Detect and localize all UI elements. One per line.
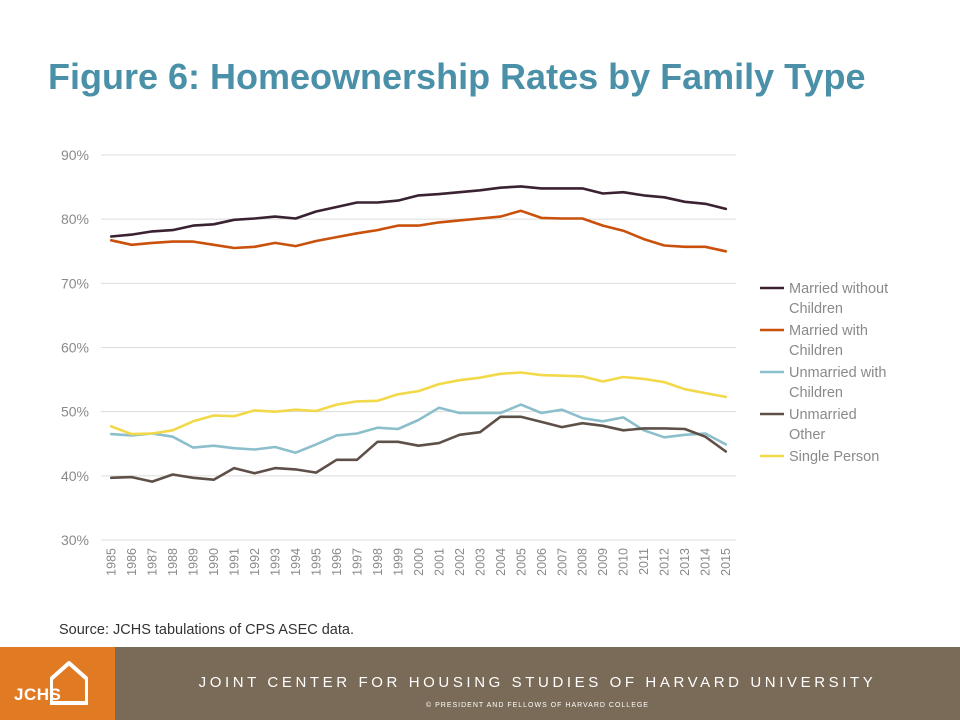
x-tick-label: 2005 xyxy=(514,548,528,576)
y-tick-label: 80% xyxy=(61,211,89,227)
x-tick-label: 2013 xyxy=(678,548,692,576)
x-tick-label: 2009 xyxy=(596,548,610,576)
x-tick-label: 1990 xyxy=(207,548,221,576)
y-axis-ticks: 30% 40% 50% 60% 70% 80% 90% xyxy=(61,147,89,548)
line-chart: 30%40%50%60%70%80%90% 1985 1986 1987 1988 19… xyxy=(61,147,888,576)
legend-label-married-without-children: Married without xyxy=(789,281,888,297)
x-tick-label: 1991 xyxy=(228,548,242,576)
x-tick-label: 2014 xyxy=(699,548,713,576)
series-line-unmarried-with-children xyxy=(109,403,728,455)
x-tick-label: 1995 xyxy=(309,548,323,576)
y-tick-label: 90% xyxy=(61,147,89,163)
x-tick-label: 2006 xyxy=(535,548,549,576)
y-tick-label: 40% xyxy=(61,468,89,484)
legend-label-unmarried-other: Unmarried xyxy=(789,407,857,423)
x-tick-label: 1999 xyxy=(391,548,405,576)
x-tick-label: 1993 xyxy=(268,548,282,576)
x-tick-label: 1996 xyxy=(330,548,344,576)
x-tick-label: 1986 xyxy=(125,548,139,576)
x-tick-label: 2002 xyxy=(453,548,467,576)
org-band: JOINT CENTER FOR HOUSING STUDIES OF HARV… xyxy=(115,647,960,720)
legend-label-unmarried-other: Other xyxy=(789,427,825,443)
x-tick-label: 2011 xyxy=(637,548,651,575)
y-tick-label: 30% xyxy=(61,532,89,548)
x-tick-label: 2008 xyxy=(576,548,590,576)
y-tick-label: 60% xyxy=(61,340,89,356)
x-tick-label: 1997 xyxy=(350,548,364,576)
x-tick-label: 1989 xyxy=(187,548,201,576)
x-tick-label: 1985 xyxy=(105,548,119,576)
y-tick-label: 50% xyxy=(61,404,89,420)
org-name: JOINT CENTER FOR HOUSING STUDIES OF HARV… xyxy=(198,674,877,691)
x-tick-label: 2000 xyxy=(412,548,426,576)
x-tick-label: 1998 xyxy=(371,548,385,576)
legend-label-unmarried-with-children: Unmarried with xyxy=(789,365,887,381)
legend-label-married-without-children: Children xyxy=(789,301,843,317)
legend-label-married-with-children: Children xyxy=(789,343,843,359)
gridlines xyxy=(101,154,736,541)
footer-band: JCHS JOINT CENTER FOR HOUSING STUDIES OF… xyxy=(0,647,960,720)
x-tick-label: 1994 xyxy=(289,548,303,576)
x-tick-label: 2003 xyxy=(473,548,487,576)
legend-label-married-with-children: Married with xyxy=(789,323,868,339)
jchs-logo: JCHS xyxy=(0,647,115,720)
source-note: Source: JCHS tabulations of CPS ASEC dat… xyxy=(59,622,354,638)
x-tick-label: 1988 xyxy=(166,548,180,576)
series-lines xyxy=(109,185,728,483)
series-line-married-with-children xyxy=(109,209,728,253)
legend-label-unmarried-with-children: Children xyxy=(789,385,843,401)
copyright: © PRESIDENT AND FELLOWS OF HARVARD COLLE… xyxy=(426,702,649,709)
x-tick-label: 1987 xyxy=(146,548,160,576)
x-tick-label: 2007 xyxy=(555,548,569,576)
x-tick-label: 2015 xyxy=(719,548,733,576)
page-title: Figure 6: Homeownership Rates by Family … xyxy=(48,56,866,97)
series-line-unmarried-other xyxy=(109,415,728,483)
x-tick-label: 2010 xyxy=(617,548,631,576)
x-tick-label: 2004 xyxy=(494,548,508,576)
x-tick-label: 1992 xyxy=(248,548,262,576)
legend: Married without Children Married with Child… xyxy=(760,281,888,465)
house-icon xyxy=(50,661,88,705)
series-line-single-person xyxy=(109,371,728,436)
x-tick-label: 2012 xyxy=(658,548,672,576)
series-line-married-without-children xyxy=(109,185,728,238)
x-axis-ticks: 1985 1986 1987 1988 1989 1990 1991 1992 1993 1994… xyxy=(105,548,734,576)
legend-label-single-person: Single Person xyxy=(789,449,879,465)
y-tick-label: 70% xyxy=(61,275,89,291)
x-tick-label: 2001 xyxy=(432,548,446,576)
logo-text: JCHS xyxy=(14,685,62,704)
